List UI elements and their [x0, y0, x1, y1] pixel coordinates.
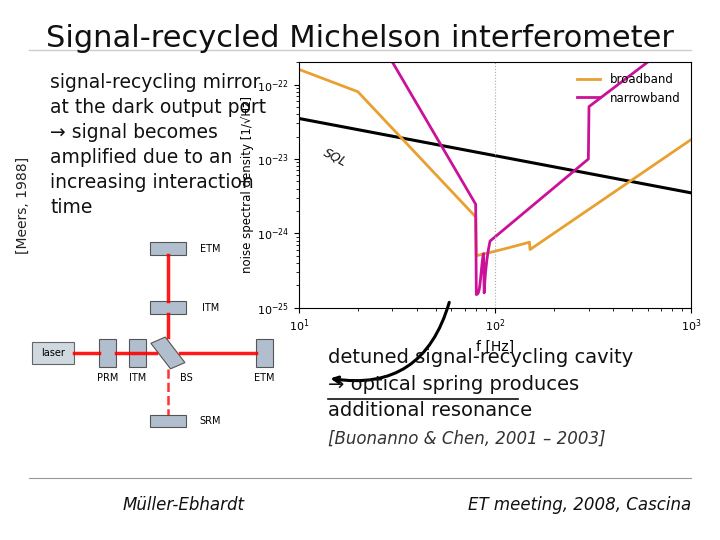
Text: ETM: ETM [254, 373, 275, 383]
Text: SRM: SRM [199, 416, 221, 426]
Text: ET meeting, 2008, Cascina: ET meeting, 2008, Cascina [468, 496, 691, 514]
Text: Signal-recycled Michelson interferometer: Signal-recycled Michelson interferometer [46, 24, 674, 53]
Text: Müller-Ebhardt: Müller-Ebhardt [122, 496, 244, 514]
Text: ITM: ITM [129, 373, 146, 383]
FancyBboxPatch shape [32, 342, 74, 364]
Legend: broadband, narrowband: broadband, narrowband [572, 68, 685, 109]
FancyBboxPatch shape [150, 415, 186, 427]
Text: ITM: ITM [202, 302, 219, 313]
Text: 1 | 2: 1 | 2 [34, 502, 48, 507]
Text: laser: laser [41, 348, 65, 358]
Text: BS: BS [180, 373, 192, 383]
Text: Leibniz
Universität
Hannover: Leibniz Universität Hannover [56, 490, 109, 529]
FancyBboxPatch shape [130, 339, 146, 367]
Text: detuned signal-recycling cavity
→ optical spring produces
additional resonance: detuned signal-recycling cavity → optica… [328, 348, 633, 420]
Text: G: G [673, 496, 693, 520]
Y-axis label: noise spectral density [1/√Hz]: noise spectral density [1/√Hz] [241, 97, 254, 273]
Polygon shape [151, 337, 185, 369]
Text: signal-recycling mirror
at the dark output port
→ signal becomes
amplified due t: signal-recycling mirror at the dark outp… [50, 73, 266, 217]
Text: 1 | 1: 1 | 1 [34, 490, 48, 496]
Text: ETM: ETM [200, 244, 220, 254]
Text: [Buonanno & Chen, 2001 – 2003]: [Buonanno & Chen, 2001 – 2003] [328, 429, 606, 447]
X-axis label: f [Hz]: f [Hz] [476, 340, 514, 354]
Text: 1e 4: 1e 4 [34, 512, 48, 517]
Text: [Meers, 1988]: [Meers, 1988] [16, 157, 30, 254]
FancyBboxPatch shape [256, 339, 273, 367]
Text: SQL: SQL [321, 146, 349, 169]
FancyBboxPatch shape [150, 242, 186, 255]
FancyBboxPatch shape [99, 339, 116, 367]
Text: PRM: PRM [96, 373, 118, 383]
FancyBboxPatch shape [150, 301, 186, 314]
